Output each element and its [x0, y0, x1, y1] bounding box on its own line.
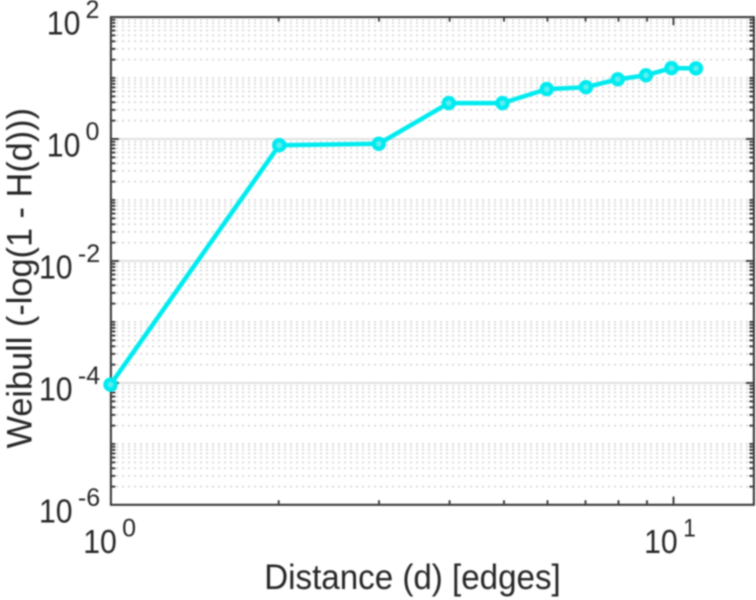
svg-text:10: 10	[39, 492, 73, 530]
svg-text:10: 10	[644, 523, 678, 561]
svg-text:2: 2	[86, 0, 100, 24]
svg-text:Distance (d) [edges]: Distance (d) [edges]	[264, 558, 561, 597]
svg-text:10: 10	[47, 4, 81, 42]
svg-text:10: 10	[83, 523, 117, 561]
svg-text:1: 1	[683, 515, 696, 543]
svg-text:10: 10	[39, 248, 73, 286]
svg-text:0: 0	[122, 515, 136, 543]
svg-text:-4: -4	[78, 362, 100, 390]
svg-text:-2: -2	[78, 240, 100, 268]
svg-text:0: 0	[86, 118, 100, 146]
svg-text:10: 10	[39, 370, 73, 408]
svg-text:-6: -6	[78, 484, 100, 512]
svg-text:Weibull (-log(1 - H(d))): Weibull (-log(1 - H(d)))	[1, 108, 39, 448]
svg-text:10: 10	[47, 126, 81, 164]
